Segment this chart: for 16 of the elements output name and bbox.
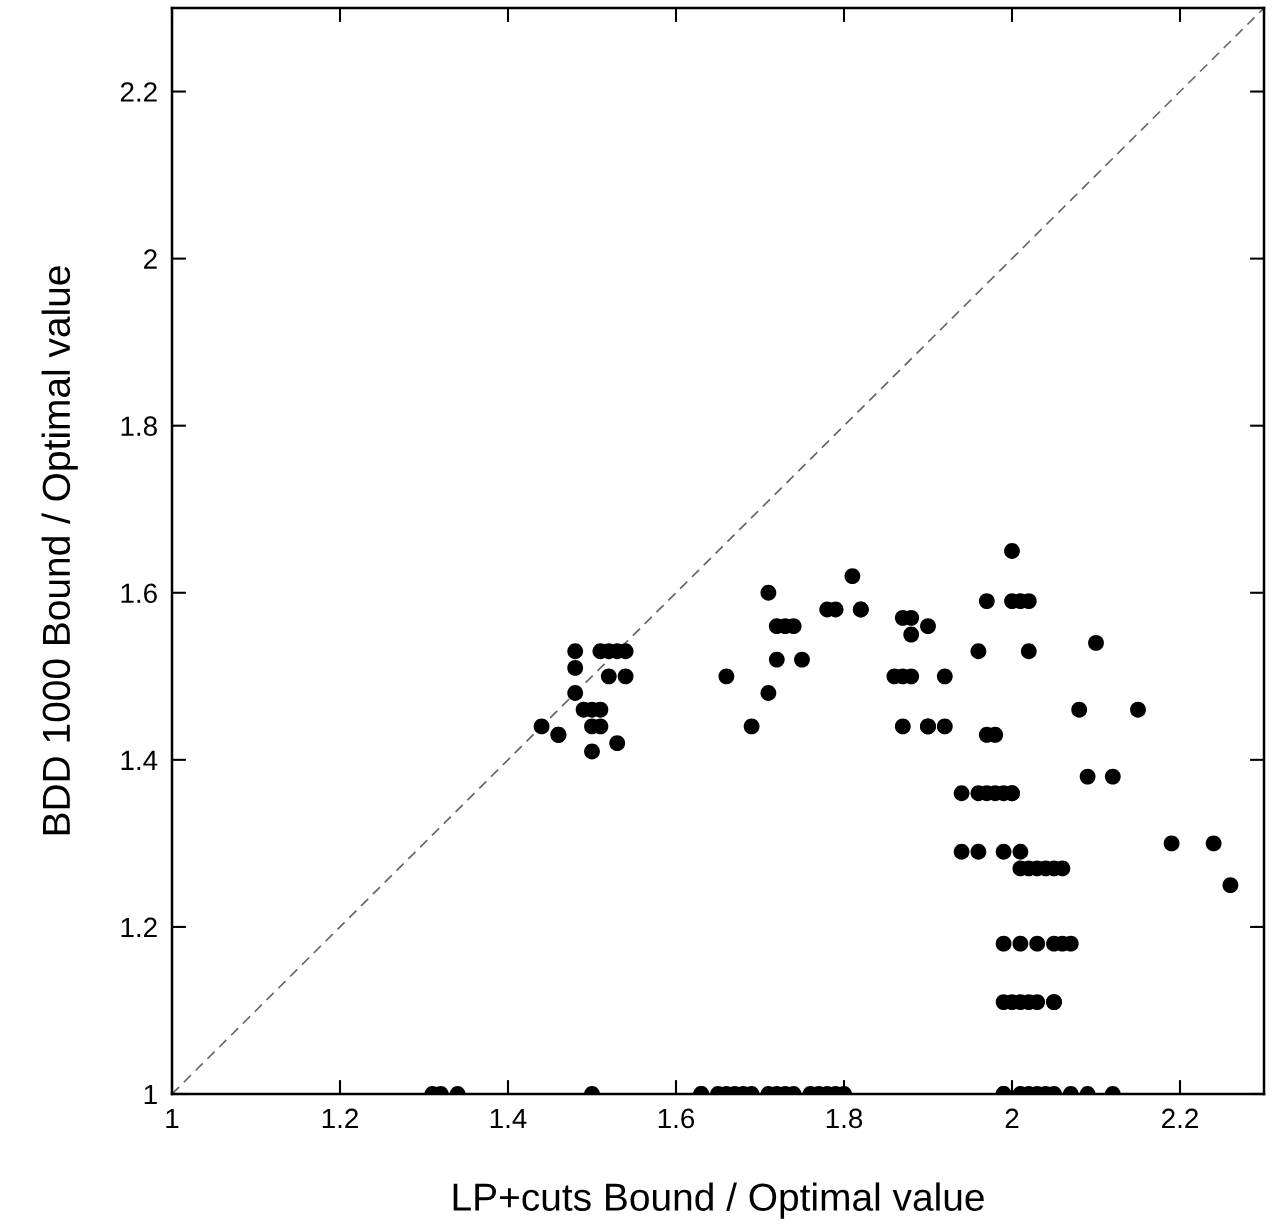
x-tick-label: 1 — [166, 1108, 179, 1129]
x-tick-label: 1.2 — [322, 1108, 358, 1129]
y-tick-label: 1.6 — [121, 583, 157, 604]
y-tick-label: 1 — [144, 1084, 157, 1105]
y-tick-label: 1.8 — [121, 416, 157, 437]
y-tick-label: 1.4 — [121, 750, 158, 770]
x-tick-label: 2.2 — [1162, 1108, 1198, 1129]
x-tick-label: 1.6 — [658, 1108, 695, 1129]
y-tick-label: 1.2 — [121, 917, 157, 937]
x-axis-title: LP+cuts Bound / Optimal value — [453, 1182, 984, 1219]
x-tick-label: 2 — [1005, 1108, 1019, 1129]
x-tick-label: 1.4 — [490, 1108, 527, 1129]
y-axis-title: BDD 1000 Bound / Optimal value — [41, 266, 78, 835]
y-tick-label: 2.2 — [120, 82, 157, 102]
x-tick-label: 1.8 — [826, 1108, 863, 1129]
y-tick-label: 2 — [144, 249, 157, 269]
